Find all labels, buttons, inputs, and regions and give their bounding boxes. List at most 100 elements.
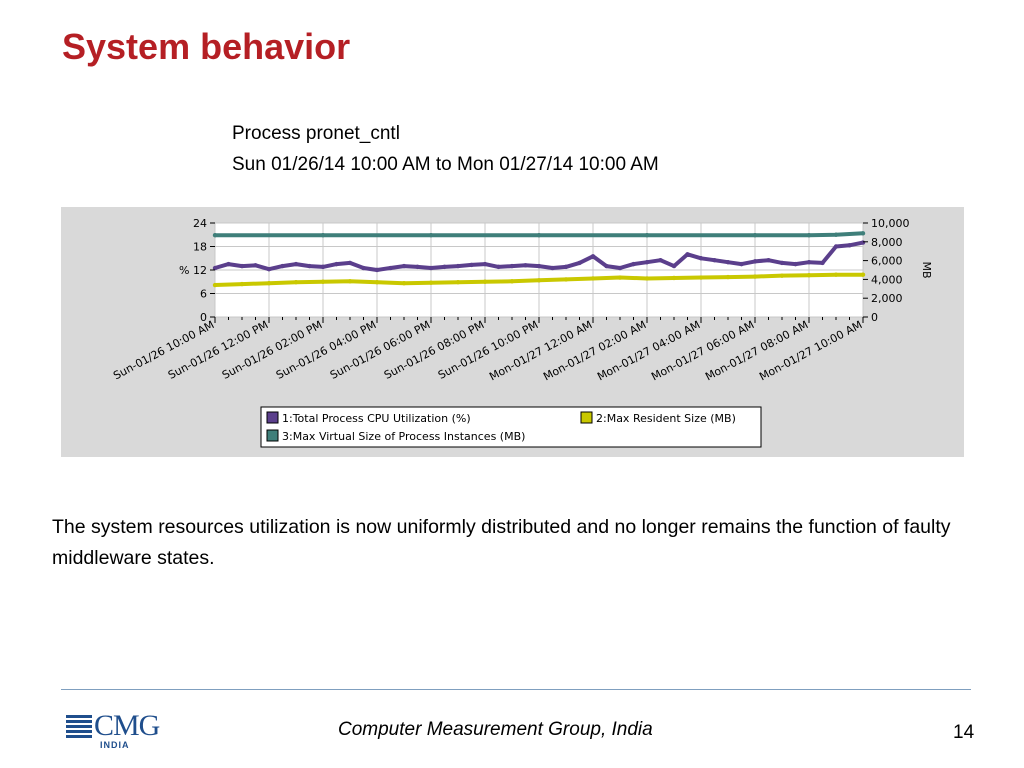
series-point xyxy=(523,263,528,268)
series-point xyxy=(847,243,852,248)
x-tick-label: Mon-01/27 02:00 AM xyxy=(541,318,648,383)
logo-subtext: INDIA xyxy=(100,740,130,750)
series-point xyxy=(860,240,866,245)
x-tick-label: Mon-01/27 04:00 AM xyxy=(595,318,702,383)
series-point xyxy=(685,252,690,257)
series-point xyxy=(509,279,515,284)
x-tick-label: Mon-01/27 08:00 AM xyxy=(703,318,810,383)
chart-panel: 0 6 12 18 24% 0 2,000 4,000 6,000 8,000 10,000 MB Su… xyxy=(61,207,964,457)
series-point xyxy=(833,244,839,249)
series-point xyxy=(361,265,366,271)
series-point xyxy=(698,256,704,261)
x-tick-label: Sun-01/26 04:00 PM xyxy=(274,318,378,382)
series-point xyxy=(428,233,434,238)
page-number: 14 xyxy=(953,722,975,743)
series-point xyxy=(550,265,555,271)
series-point xyxy=(455,280,461,285)
series-point xyxy=(779,273,785,278)
x-tick-label: Sun-01/26 10:00 AM xyxy=(111,318,216,382)
series-point xyxy=(779,260,785,266)
x-tick-label: Sun-01/26 02:00 PM xyxy=(220,318,324,382)
series-point xyxy=(293,261,299,267)
caption-time-range: Sun 01/26/14 10:00 AM to Mon 01/27/14 10… xyxy=(232,154,659,175)
series-point xyxy=(536,233,542,238)
cmg-logo: CMG INDIA xyxy=(66,709,176,753)
series-point xyxy=(509,263,515,269)
logo-wordmark: CMG xyxy=(94,709,160,742)
series-point xyxy=(806,259,812,265)
series-point xyxy=(860,231,866,236)
series-point xyxy=(239,263,245,269)
series-point xyxy=(806,272,812,278)
series-point xyxy=(604,263,609,269)
series-point xyxy=(590,276,596,281)
y-right-tick-label: 4,000 xyxy=(871,273,903,286)
legend-swatch xyxy=(580,411,593,424)
legend-label: 3:Max Virtual Size of Process Instances … xyxy=(282,430,525,443)
series-point xyxy=(617,275,623,280)
series-point xyxy=(428,265,434,271)
legend-label: 1:Total Process CPU Utilization (%) xyxy=(282,412,471,425)
series-point xyxy=(280,263,285,269)
y-left-tick-label: 18 xyxy=(193,241,207,254)
y-left-tick-label: 0 xyxy=(200,311,207,324)
series-point xyxy=(563,277,569,282)
legend-label: 2:Max Resident Size (MB) xyxy=(596,412,736,425)
series-point xyxy=(590,254,596,259)
series-point xyxy=(455,263,461,269)
series-point xyxy=(334,261,339,267)
series-point xyxy=(469,262,474,268)
series-point xyxy=(482,279,488,284)
series-point xyxy=(293,280,299,285)
chart-legend: 1:Total Process CPU Utilization (%) 2:Max… xyxy=(260,406,762,448)
series-point xyxy=(833,272,839,277)
series-point xyxy=(401,280,407,286)
series-point xyxy=(617,265,623,271)
footer-divider xyxy=(61,689,971,690)
x-tick-label: Mon-01/27 06:00 AM xyxy=(649,318,756,383)
series-point xyxy=(644,276,650,281)
series-point xyxy=(820,260,825,266)
x-tick-label: Mon-01/27 10:00 AM xyxy=(757,318,864,383)
series-point xyxy=(212,282,218,288)
y-right-tick-label: 0 xyxy=(871,311,878,324)
x-tick-label: Sun-01/26 12:00 PM xyxy=(166,318,270,382)
series-point xyxy=(239,281,245,287)
series-point xyxy=(320,233,326,238)
series-point xyxy=(415,264,420,270)
series-point xyxy=(752,259,758,264)
series-point xyxy=(536,263,542,269)
chart-series xyxy=(212,231,866,288)
x-tick-label: Mon-01/27 12:00 AM xyxy=(487,318,594,383)
series-point xyxy=(739,261,744,267)
y-left-tick-label: 6 xyxy=(200,288,207,301)
y-left-tick-label: 24 xyxy=(193,217,207,230)
series-point xyxy=(563,264,569,270)
series-point xyxy=(320,279,326,284)
legend-box xyxy=(260,406,762,448)
series-point xyxy=(725,259,731,265)
series-point xyxy=(631,261,636,267)
series-point xyxy=(347,279,353,284)
series-point xyxy=(428,280,434,285)
series-point xyxy=(212,265,218,271)
series-point xyxy=(347,260,353,266)
series-point xyxy=(401,263,407,269)
series-point xyxy=(482,261,488,267)
series-point xyxy=(577,260,582,266)
series-point xyxy=(752,274,758,279)
chart-caption: Process pronet_cntl Sun 01/26/14 10:00 A… xyxy=(232,118,659,180)
series-point xyxy=(374,280,380,285)
y-right-tick-label: 6,000 xyxy=(871,255,903,268)
body-text: The system resources utilization is now … xyxy=(52,516,951,569)
series-point xyxy=(671,263,677,269)
series-point xyxy=(374,267,380,273)
y-right-tick-label: 10,000 xyxy=(871,217,910,230)
resource-chart: 0 6 12 18 24% 0 2,000 4,000 6,000 8,000 10,000 MB Su… xyxy=(111,217,933,448)
logo-bars-icon xyxy=(66,715,92,741)
series-point xyxy=(698,275,704,280)
legend-swatch xyxy=(266,411,279,424)
series-point xyxy=(766,258,771,263)
series-point xyxy=(266,280,272,286)
series-point xyxy=(658,258,663,263)
